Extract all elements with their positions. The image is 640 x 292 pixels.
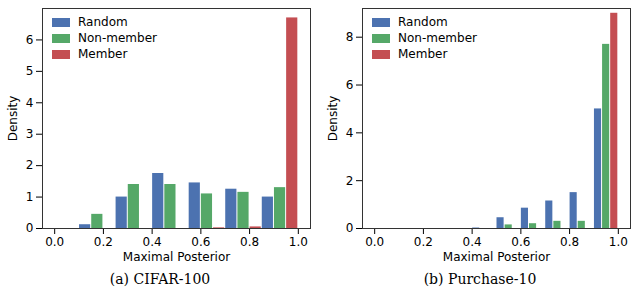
svg-text:1.0: 1.0 <box>289 235 308 249</box>
svg-text:Maximal Posterior: Maximal Posterior <box>443 250 550 264</box>
svg-text:0.0: 0.0 <box>365 235 384 249</box>
svg-text:2: 2 <box>346 174 354 188</box>
svg-text:0.2: 0.2 <box>94 235 113 249</box>
svg-text:Density: Density <box>6 96 20 142</box>
svg-text:3: 3 <box>26 127 34 141</box>
svg-text:Density: Density <box>326 96 340 142</box>
html-text:Non-member: Non-member <box>78 31 157 45</box>
svg-text:1: 1 <box>26 190 34 204</box>
svg-text:0.2: 0.2 <box>414 235 433 249</box>
svg-text:0.6: 0.6 <box>191 235 210 249</box>
svg-text:4: 4 <box>346 126 354 140</box>
svg-text:Maximal Posterior: Maximal Posterior <box>123 250 230 264</box>
svg-text:0.8: 0.8 <box>240 235 259 249</box>
svg-text:6: 6 <box>346 78 354 92</box>
svg-text:0.4: 0.4 <box>463 235 482 249</box>
svg-text:8: 8 <box>346 30 354 44</box>
svg-text:5: 5 <box>26 64 34 78</box>
html-text:Non-member: Non-member <box>398 31 477 45</box>
svg-text:6: 6 <box>26 33 34 47</box>
svg-text:0.0: 0.0 <box>45 235 64 249</box>
svg-text:4: 4 <box>26 96 34 110</box>
svg-text:0: 0 <box>26 221 34 235</box>
html-text:(a) CIFAR-100: (a) CIFAR-100 <box>109 271 211 287</box>
html-text:Random: Random <box>78 15 128 29</box>
html-text:(b) Purchase-10: (b) Purchase-10 <box>423 271 537 287</box>
svg-text:0.6: 0.6 <box>511 235 530 249</box>
svg-text:0: 0 <box>346 221 354 235</box>
svg-text:0.8: 0.8 <box>560 235 579 249</box>
html-text:Random: Random <box>398 15 448 29</box>
svg-text:2: 2 <box>26 158 34 172</box>
svg-text:1.0: 1.0 <box>609 235 628 249</box>
html-text:Member: Member <box>78 47 128 61</box>
svg-text:0.4: 0.4 <box>143 235 162 249</box>
html-text:Member: Member <box>398 47 448 61</box>
